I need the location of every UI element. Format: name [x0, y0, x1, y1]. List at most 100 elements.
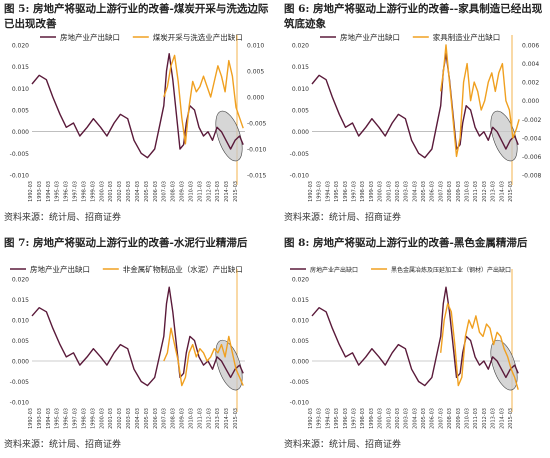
x-tick-label: 2007-03 — [162, 181, 168, 202]
x-tick-label: 1997-03 — [73, 181, 79, 202]
series-line — [311, 286, 519, 387]
left-axis-tick-label: 0.020 — [292, 277, 309, 284]
x-tick-label: 1999-03 — [369, 408, 375, 429]
x-tick-label: 2000-03 — [99, 181, 105, 202]
x-tick-label: 1998-03 — [81, 408, 87, 429]
x-tick-label: 2004-03 — [135, 408, 141, 429]
series-line — [311, 53, 519, 159]
x-tick-label: 1996-03 — [343, 408, 349, 429]
x-tick-label: 1993-03 — [37, 181, 43, 202]
legend-entry: 房地产业产出缺口 — [60, 32, 120, 42]
x-tick-label: 2010-03 — [465, 181, 471, 202]
x-tick-label: 2005-03 — [144, 181, 150, 202]
line-chart: 房地产业产出缺口 家具制造业产出缺口 0.020 0.015 0.010 0.005 0.0… — [290, 32, 542, 202]
x-tick-label: 1994-03 — [325, 408, 331, 429]
left-axis-tick-label: 0.005 — [292, 338, 309, 345]
left-axis-tick-label: -0.010 — [10, 400, 30, 407]
chart-panel-8: 图 8: 房地产将驱动上游行业的改善-黑色金属精滞后 房地产业产出缺口 黑色金属冶… — [280, 234, 550, 454]
x-tick-label: 2010-03 — [465, 408, 471, 429]
x-tick-label: 2004-03 — [412, 181, 418, 202]
left-axis-tick-label: -0.010 — [290, 173, 310, 180]
legend-entry: 房地产业产出缺口 — [310, 266, 358, 274]
left-axis-tick-label: -0.005 — [10, 151, 30, 158]
x-tick-label: 2012-03 — [206, 408, 212, 429]
x-tick-label: 1992-03 — [308, 408, 314, 429]
right-axis-tick-label: -0.002 — [522, 117, 542, 124]
line-chart: 房地产业产出缺口 煤炭开采与洗选业产出缺口 0.020 0.015 0.010 0.005… — [10, 32, 267, 202]
chart-panel-5: 图 5: 房地产将驱动上游行业的改善-煤炭开采与洗选边际已出现改善 房地产业产出… — [0, 0, 275, 227]
x-tick-label: 1993-03 — [317, 181, 323, 202]
x-tick-label: 1994-03 — [46, 408, 52, 429]
x-tick-label: 1992-03 — [28, 408, 34, 429]
x-tick-label: 2002-03 — [395, 181, 401, 202]
x-tick-label: 1994-03 — [325, 181, 331, 202]
chart-panel-6: 图 6: 房地产将驱动上游行业的改善--家具制造已经出现筑底迹象 房地产业产出缺… — [280, 0, 550, 227]
right-axis-tick-label: 0.010 — [247, 43, 264, 50]
left-axis-tick-label: 0.015 — [12, 64, 29, 71]
x-tick-label: 2012-03 — [482, 408, 488, 429]
x-tick-label: 2006-03 — [153, 408, 159, 429]
line-chart: 房地产业产出缺口 黑色金属冶炼及压延加工业（钢材）产出缺口 0.020 0.015 0.… — [290, 266, 520, 429]
x-tick-label: 2009-03 — [456, 181, 462, 202]
series-line — [31, 53, 244, 159]
x-tick-label: 2005-03 — [144, 408, 150, 429]
chart-title: 图 6: 房地产将驱动上游行业的改善--家具制造已经出现筑底迹象 — [284, 3, 543, 30]
x-tick-label: 1996-03 — [343, 181, 349, 202]
left-axis-tick-label: 0.020 — [292, 43, 309, 50]
right-axis-tick-label: 0.000 — [247, 95, 264, 102]
x-tick-label: 2015-03 — [508, 408, 514, 429]
chart-source: 资料来源：统计局、招商证券 — [4, 213, 122, 223]
x-tick-label: 1999-03 — [369, 181, 375, 202]
series-line — [440, 44, 520, 158]
chart-source: 资料来源：统计局、招商证券 — [284, 213, 402, 223]
x-tick-label: 2014-03 — [224, 181, 230, 202]
x-tick-label: 2002-03 — [117, 408, 123, 429]
left-axis-tick-label: -0.010 — [10, 173, 30, 180]
series-line — [163, 54, 244, 145]
x-tick-label: 2003-03 — [404, 408, 410, 429]
x-tick-label: 2001-03 — [108, 408, 114, 429]
left-axis-tick-label: 0.005 — [12, 338, 29, 345]
x-tick-label: 2001-03 — [386, 408, 392, 429]
x-tick-label: 2007-03 — [438, 408, 444, 429]
x-tick-label: 2005-03 — [421, 181, 427, 202]
legend-entry: 房地产业产出缺口 — [30, 264, 90, 274]
line-chart: 房地产业产出缺口 非金属矿物制品业（水泥）产出缺口 0.020 0.015 0.010 0… — [10, 264, 245, 429]
right-axis-tick-label: -0.010 — [247, 147, 267, 154]
left-axis-tick-label: 0.010 — [12, 318, 29, 325]
left-axis-tick-label: -0.005 — [290, 379, 310, 386]
x-tick-label: 2003-03 — [126, 181, 132, 202]
x-tick-label: 2000-03 — [378, 408, 384, 429]
x-tick-label: 2011-03 — [197, 181, 203, 202]
x-tick-label: 2006-03 — [430, 408, 436, 429]
left-axis-tick-label: -0.010 — [290, 400, 310, 407]
left-axis-tick-label: 0.000 — [292, 129, 309, 136]
x-tick-label: 2007-03 — [162, 408, 168, 429]
x-tick-label: 2000-03 — [378, 181, 384, 202]
x-tick-label: 2001-03 — [108, 181, 114, 202]
right-axis-tick-label: -0.006 — [522, 154, 542, 161]
x-tick-label: 1997-03 — [73, 408, 79, 429]
series-line — [440, 302, 519, 390]
legend-entry: 家具制造业产出缺口 — [433, 32, 501, 42]
chart-panel-7: 图 7: 房地产将驱动上游行业的改善-水泥行业精滞后 房地产业产出缺口 非金属矿物… — [0, 234, 275, 454]
left-axis-tick-label: 0.015 — [292, 64, 309, 71]
right-axis-tick-label: -0.004 — [522, 135, 542, 142]
x-tick-label: 2008-03 — [171, 408, 177, 429]
left-axis-tick-label: 0.015 — [292, 297, 309, 304]
x-tick-label: 2008-03 — [447, 408, 453, 429]
x-tick-label: 1993-03 — [37, 408, 43, 429]
x-tick-label: 2003-03 — [126, 408, 132, 429]
series-line — [163, 327, 244, 387]
highlight-ellipse — [215, 339, 243, 391]
x-tick-label: 1997-03 — [351, 408, 357, 429]
x-tick-label: 2014-03 — [499, 181, 505, 202]
left-axis-tick-label: 0.015 — [12, 297, 29, 304]
right-axis-tick-label: -0.015 — [247, 173, 267, 180]
legend-entry: 煤炭开采与洗选业产出缺口 — [153, 32, 243, 42]
x-tick-label: 2004-03 — [135, 181, 141, 202]
x-tick-label: 1999-03 — [90, 408, 96, 429]
left-axis-tick-label: 0.005 — [12, 108, 29, 115]
x-tick-label: 2009-03 — [180, 181, 186, 202]
x-tick-label: 2002-03 — [117, 181, 123, 202]
